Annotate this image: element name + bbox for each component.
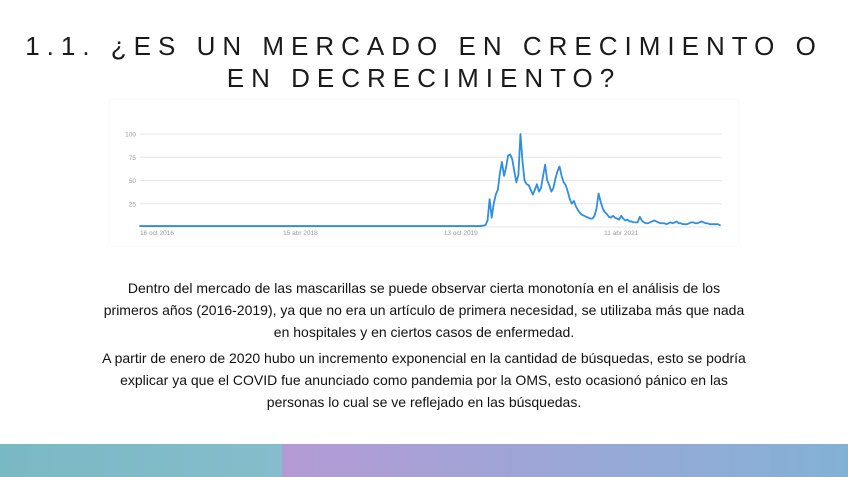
footer-band-right xyxy=(282,444,848,477)
y-axis-ticks: 25 50 75 100 xyxy=(125,132,136,209)
x-tick-label: 15 abr 2018 xyxy=(283,230,318,237)
series-line xyxy=(139,133,721,227)
x-tick-label: 13 oct 2019 xyxy=(444,230,478,237)
x-axis-ticks: 16 oct 2016 15 abr 2018 13 oct 2019 11 abr … xyxy=(140,230,639,237)
x-tick-label: 11 abr 2021 xyxy=(604,230,639,237)
trend-chart-svg: 25 50 75 100 16 oct 2016 15 abr 2018 13 oct 2… xyxy=(125,132,722,237)
chart-series xyxy=(139,133,721,227)
slide-title-line-2: EN DECRECIMIENTO? xyxy=(226,63,622,93)
y-tick-label: 25 xyxy=(129,201,137,208)
chart-grid xyxy=(140,133,722,228)
trend-chart: 25 50 75 100 16 oct 2016 15 abr 2018 13 oct 2… xyxy=(110,100,738,246)
paragraph-covid-increase: A partir de enero de 2020 hubo un increm… xyxy=(102,350,746,410)
y-tick-label: 75 xyxy=(129,155,137,162)
y-tick-label: 100 xyxy=(125,132,136,139)
y-tick-label: 50 xyxy=(129,178,137,185)
paragraph-monotony: Dentro del mercado de las mascarillas se… xyxy=(103,280,745,340)
slide-title-line-1: 1.1. ¿ES UN MERCADO EN CRECIMIENTO O xyxy=(25,31,823,61)
footer-band-left xyxy=(0,444,282,477)
slide-title: 1.1. ¿ES UN MERCADO EN CRECIMIENTO O EN … xyxy=(0,30,848,94)
x-tick-label: 16 oct 2016 xyxy=(140,230,174,237)
